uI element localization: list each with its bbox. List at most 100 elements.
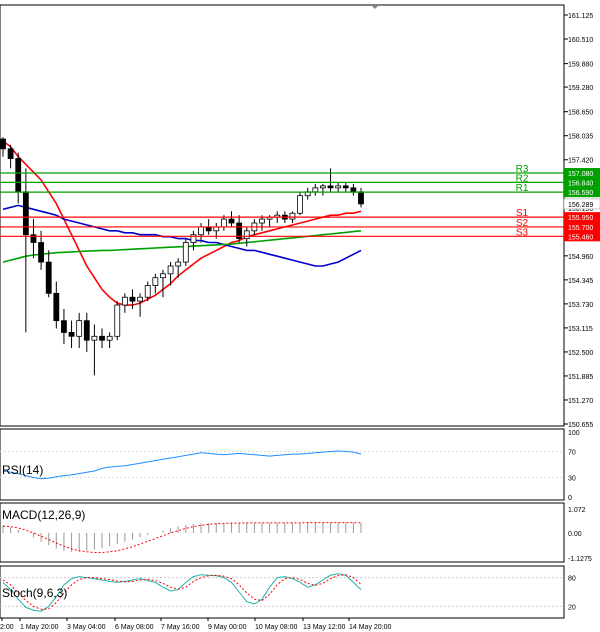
level-name-r2: R2	[516, 173, 529, 184]
level-price-label: 155.460	[568, 234, 593, 241]
level-name-s3: S3	[516, 227, 529, 238]
level-price-label: 157.080	[568, 171, 593, 178]
rsi-panel-frame	[0, 428, 565, 501]
price-tick-label: 158.035	[568, 134, 593, 141]
candle-body	[53, 292, 60, 322]
level-price-box	[564, 231, 600, 242]
level-name-s1: S1	[516, 208, 529, 219]
candle-body	[335, 185, 342, 189]
candle-body	[91, 335, 98, 341]
current-price-label: 156.289	[568, 202, 593, 209]
level-name-s2: S2	[516, 218, 529, 229]
candle-body	[228, 218, 235, 224]
candle-body	[99, 335, 105, 341]
rsi-tick-label: 0	[568, 495, 572, 502]
candle-body	[83, 320, 90, 341]
candle-body	[0, 138, 6, 150]
time-tick-label: 6 May 08:00	[115, 624, 154, 631]
candle-body	[137, 296, 144, 302]
price-tick-label: 160.510	[568, 37, 593, 44]
macd-panel-frame	[0, 502, 565, 563]
candle-body	[297, 195, 303, 214]
candle-body	[320, 185, 326, 189]
candle-body	[327, 185, 334, 189]
candle-body	[175, 261, 182, 267]
moving-average-line	[2, 140, 362, 306]
candle-body	[38, 242, 44, 263]
stoch-d-line	[2, 574, 362, 610]
stoch-tick-label: 80	[568, 576, 576, 583]
candle-body	[129, 296, 136, 302]
candle-body	[152, 277, 159, 286]
time-tick-label: 14 May 20:00	[349, 624, 392, 631]
candle-body	[160, 273, 166, 279]
level-name-r3: R3	[516, 164, 529, 175]
shift-marker-icon	[372, 6, 378, 9]
candle-body	[121, 296, 128, 306]
level-price-box	[564, 177, 600, 188]
candle-body	[22, 191, 29, 236]
candle-body	[236, 222, 243, 240]
level-price-box	[564, 168, 600, 179]
time-tick-label: 10 May 08:00	[255, 624, 298, 631]
level-price-label: 155.700	[568, 225, 593, 232]
candle-body	[114, 304, 121, 337]
time-tick-label: 3 May 04:00	[67, 624, 106, 631]
rsi-tick-label: 100	[568, 430, 580, 437]
price-tick-label: 158.650	[568, 110, 593, 117]
level-price-label: 156.840	[568, 180, 593, 187]
macd-tick-label: -1.1275	[568, 556, 592, 563]
candle-body	[7, 148, 14, 159]
candle-body	[220, 218, 227, 228]
time-tick-label: 9 May 00:00	[208, 624, 247, 631]
level-price-box	[564, 212, 600, 223]
current-price-box	[563, 198, 600, 210]
level-price-box	[564, 221, 600, 232]
level-price-label: 155.950	[568, 215, 593, 222]
candle-body	[358, 191, 364, 205]
candle-body	[289, 212, 296, 220]
level-price-box	[564, 187, 600, 198]
candle-body	[68, 331, 75, 337]
candle-body	[312, 187, 319, 193]
candle-body	[190, 234, 197, 243]
price-tick-label: 153.115	[568, 326, 593, 333]
candle-body	[198, 226, 204, 236]
moving-average-line	[2, 230, 362, 263]
candle-body	[106, 335, 113, 341]
time-tick-label: 2:00	[0, 624, 14, 631]
candle-body	[243, 230, 250, 240]
rsi-tick-label: 30	[568, 476, 576, 483]
price-tick-label: 161.125	[568, 13, 593, 20]
macd-title: MACD(12,26,9)	[2, 508, 85, 522]
candle-body	[167, 265, 174, 275]
price-tick-label: 153.730	[568, 302, 593, 309]
moving-average-line	[2, 204, 362, 267]
time-tick-label: 13 May 12:00	[303, 624, 346, 631]
candle-body	[259, 218, 265, 224]
price-tick-label: 154.345	[568, 278, 593, 285]
price-tick-label: 151.270	[568, 398, 593, 405]
level-name-r1: R1	[516, 183, 529, 194]
macd-tick-label: 1.072	[568, 507, 586, 514]
price-tick-label: 154.960	[568, 254, 593, 261]
price-tick-label: 150.655	[568, 422, 593, 429]
level-price-label: 156.590	[568, 190, 593, 197]
stoch-panel-frame	[0, 565, 565, 619]
candle-body	[76, 320, 83, 337]
rsi-line	[2, 450, 362, 480]
rsi-title: RSI(14)	[2, 463, 43, 477]
candle-body	[61, 320, 67, 333]
time-tick-label: 7 May 16:00	[161, 624, 200, 631]
stoch-title: Stoch(9,6,3)	[2, 586, 67, 600]
candle-body	[15, 158, 22, 193]
candle-body	[350, 187, 357, 193]
price-tick-label: 151.885	[568, 374, 593, 381]
stoch-k-line	[2, 573, 362, 612]
rsi-tick-label: 70	[568, 450, 576, 457]
candle-body	[144, 285, 151, 298]
time-tick-label: 1 May 20:00	[20, 624, 59, 631]
macd-tick-label: 0.00	[568, 531, 582, 538]
candle-body	[182, 242, 189, 263]
